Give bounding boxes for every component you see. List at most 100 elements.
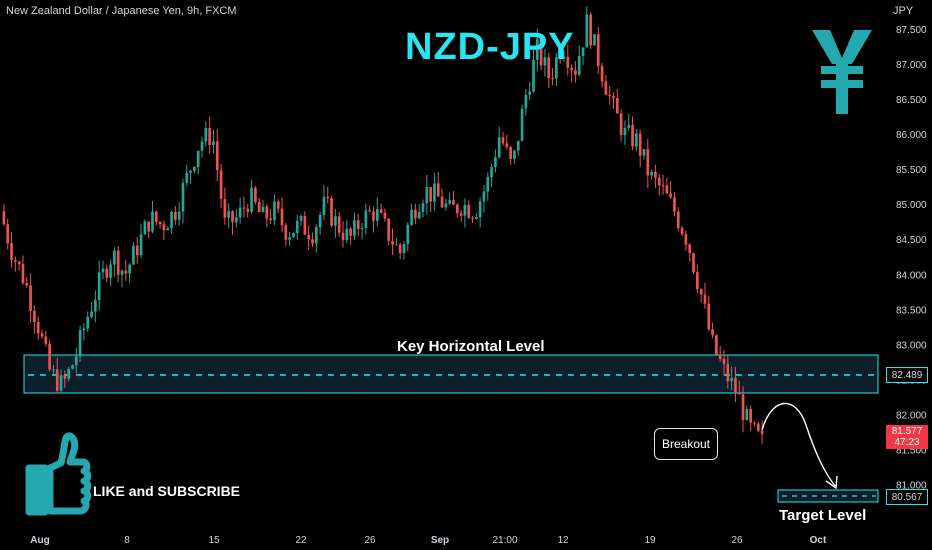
candle-body[interactable] [444,203,448,208]
candle-body[interactable] [177,211,181,220]
candle-body[interactable] [608,94,612,97]
candle-body[interactable] [760,430,764,434]
candle-body[interactable] [200,141,204,151]
candle-body[interactable] [661,185,665,187]
candle-body[interactable] [440,196,444,208]
candle-body[interactable] [223,199,227,218]
candle-body[interactable] [322,196,326,216]
candle-body[interactable] [646,149,650,176]
candle-body[interactable] [642,149,646,156]
candle-body[interactable] [368,210,371,212]
candle-body[interactable] [109,264,112,278]
candle-body[interactable] [212,141,215,146]
candle-body[interactable] [21,264,25,283]
candle-body[interactable] [745,408,749,420]
candle-body[interactable] [741,394,745,420]
candle-body[interactable] [455,204,459,214]
candle-body[interactable] [509,147,512,160]
candle-body[interactable] [433,183,436,202]
candle-body[interactable] [615,98,619,114]
candle-body[interactable] [86,316,90,329]
candle-body[interactable] [410,209,413,225]
candle-body[interactable] [94,300,97,312]
candle-body[interactable] [539,38,543,66]
candle-body[interactable] [113,250,116,265]
candle-body[interactable] [383,212,387,219]
candle-body[interactable] [650,171,653,176]
candle-body[interactable] [307,234,311,240]
candle-body[interactable] [74,356,78,366]
candle-body[interactable] [463,204,467,216]
candle-body[interactable] [280,208,284,226]
candle-body[interactable] [558,57,562,59]
candle-body[interactable] [387,218,391,241]
candle-body[interactable] [379,209,383,213]
candle-body[interactable] [532,59,535,92]
candle-body[interactable] [288,237,291,240]
candle-body[interactable] [555,57,558,79]
candle-body[interactable] [208,127,211,146]
candle-body[interactable] [78,330,82,357]
candle-body[interactable] [215,141,219,171]
candle-body[interactable] [391,240,394,245]
candle-body[interactable] [486,176,490,192]
candle-body[interactable] [246,208,250,212]
candle-body[interactable] [162,224,166,231]
candle-body[interactable] [17,261,21,265]
candle-body[interactable] [669,193,672,198]
candle-body[interactable] [273,201,276,221]
candle-body[interactable] [265,206,269,219]
candle-body[interactable] [174,212,177,220]
candle-body[interactable] [722,359,726,364]
candle-body[interactable] [692,253,695,273]
candle-body[interactable] [90,311,93,317]
candle-body[interactable] [353,220,356,236]
candle-body[interactable] [292,232,295,238]
candle-body[interactable] [596,34,600,66]
candle-body[interactable] [516,140,520,151]
candle-body[interactable] [715,335,718,355]
candle-body[interactable] [158,221,162,225]
candle-body[interactable] [593,34,596,46]
candle-body[interactable] [25,282,29,286]
candle-body[interactable] [707,303,711,330]
candle-body[interactable] [417,211,421,219]
candle-body[interactable] [219,170,223,200]
candle-body[interactable] [349,228,352,236]
candle-body[interactable] [490,167,493,177]
candle-body[interactable] [623,127,627,136]
candle-body[interactable] [181,182,185,212]
candle-body[interactable] [101,268,105,273]
candle-body[interactable] [753,422,756,424]
candle-body[interactable] [238,207,242,218]
target-zone[interactable] [777,489,879,503]
candle-body[interactable] [673,197,676,212]
candle-body[interactable] [124,270,128,274]
candle-body[interactable] [284,225,288,240]
candle-body[interactable] [97,272,101,301]
candle-body[interactable] [231,211,234,223]
candle-body[interactable] [448,200,452,204]
candle-body[interactable] [631,124,634,147]
candle-body[interactable] [676,211,680,228]
candle-body[interactable] [497,137,501,158]
candle-body[interactable] [120,270,124,275]
candle-body[interactable] [524,94,528,109]
candle-body[interactable] [600,65,604,82]
candle-body[interactable] [619,113,623,136]
candle-body[interactable] [67,368,71,379]
candle-body[interactable] [562,57,566,59]
candle-body[interactable] [326,196,330,199]
candle-body[interactable] [475,217,478,219]
candle-body[interactable] [543,57,547,66]
candle-body[interactable] [40,333,44,337]
candle-body[interactable] [345,228,349,240]
candle-body[interactable] [356,220,360,230]
candle-body[interactable] [337,216,341,233]
candle-body[interactable] [44,336,48,344]
candle-body[interactable] [204,127,208,142]
candle-body[interactable] [718,354,722,360]
candle-body[interactable] [193,166,196,171]
candle-body[interactable] [185,172,189,183]
candle-body[interactable] [421,203,425,212]
